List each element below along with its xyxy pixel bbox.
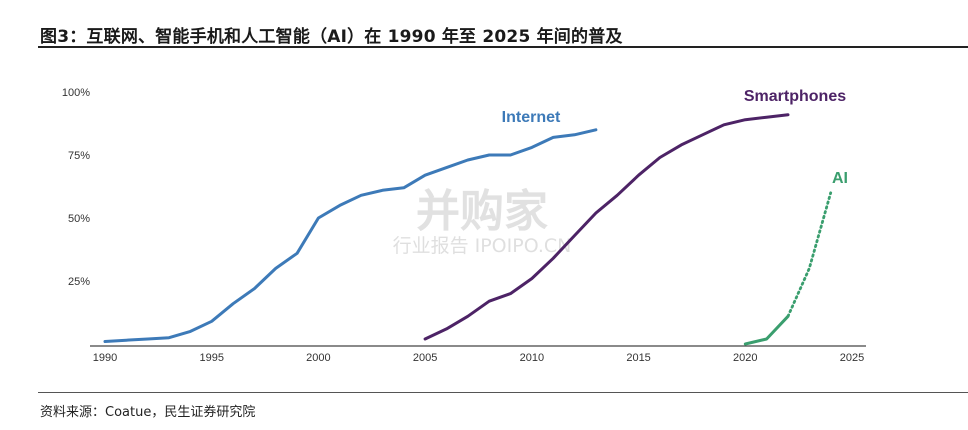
x-tick-label: 2025 [840, 352, 864, 364]
y-tick-label: 25% [68, 276, 90, 288]
series-labels: Internet Smartphones AI [502, 88, 848, 187]
x-tick-label: 2010 [520, 352, 544, 364]
x-tick-label: 1995 [199, 352, 223, 364]
watermark-sub: 行业报告 IPOIPO.CN [393, 235, 572, 257]
x-tick-label: 1990 [93, 352, 117, 364]
series-lines [103, 113, 833, 346]
series-line-smartphones [423, 113, 790, 341]
y-tick-label: 50% [68, 213, 90, 225]
y-tick-label: 75% [68, 150, 90, 162]
footer-divider [38, 392, 968, 393]
x-tick-label: 2015 [626, 352, 650, 364]
x-axis-ticks: 1990 1995 2000 2005 2010 2015 2020 2025 [93, 352, 864, 364]
series-line-internet [103, 128, 598, 343]
title-divider [38, 46, 968, 48]
y-tick-label: 100% [62, 87, 90, 99]
x-tick-label: 2020 [733, 352, 757, 364]
series-label-smartphones: Smartphones [744, 88, 846, 105]
figure-title: 图3：互联网、智能手机和人工智能（AI）在 1990 年至 2025 年间的普及 [40, 27, 623, 47]
watermark-main: 并购家 [416, 186, 548, 237]
x-tick-label: 2005 [413, 352, 437, 364]
x-tick-label: 2000 [306, 352, 330, 364]
y-axis-ticks: 25% 50% 75% 100% [62, 87, 90, 288]
series-line-ai-projected [786, 191, 833, 318]
series-label-ai: AI [832, 170, 848, 187]
series-line-ai [743, 314, 790, 346]
source-note: 资料来源：Coatue，民生证券研究院 [40, 405, 256, 420]
watermark: 并购家 行业报告 IPOIPO.CN [393, 186, 572, 257]
series-label-internet: Internet [502, 109, 561, 126]
